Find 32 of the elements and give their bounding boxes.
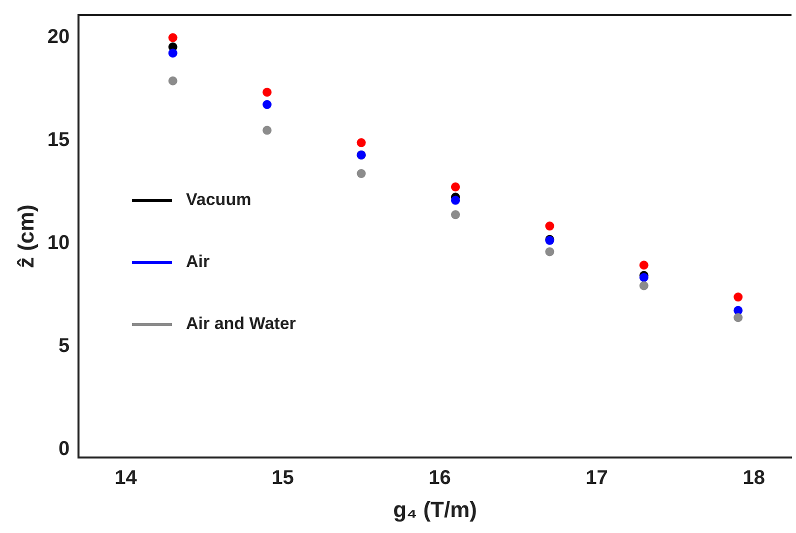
- x-tick-label: 18: [742, 467, 765, 490]
- point: [639, 260, 648, 270]
- point: [356, 169, 366, 178]
- point: [168, 76, 178, 86]
- legend-label: Air and Water: [186, 314, 296, 334]
- point: [168, 33, 178, 42]
- point: [545, 222, 554, 231]
- point: [450, 196, 460, 205]
- point: [262, 126, 272, 135]
- x-tick-label: 17: [586, 467, 608, 490]
- x-axis-title: g₄ (T/m): [393, 496, 477, 522]
- y-tick-label: 0: [58, 438, 70, 460]
- point: [545, 247, 554, 256]
- y-tick-label: 20: [47, 26, 70, 48]
- point: [734, 292, 743, 302]
- x-tick-label: 16: [428, 467, 451, 490]
- legend-label: Vacuum: [186, 190, 252, 210]
- y-axis-title: ẑ (cm): [13, 204, 38, 268]
- point: [262, 88, 272, 97]
- point: [168, 48, 178, 58]
- point: [450, 210, 460, 220]
- point: [450, 182, 460, 192]
- x-tick-label: 15: [272, 467, 294, 490]
- point: [356, 138, 366, 148]
- point: [734, 313, 743, 322]
- point: [262, 100, 272, 110]
- point: [639, 281, 648, 290]
- y-tick-label: 5: [58, 334, 70, 357]
- x-tick-label: 14: [114, 467, 138, 490]
- y-tick-label: 10: [47, 232, 70, 254]
- y-tick-label: 15: [47, 129, 70, 152]
- legend-label: Air: [186, 252, 210, 272]
